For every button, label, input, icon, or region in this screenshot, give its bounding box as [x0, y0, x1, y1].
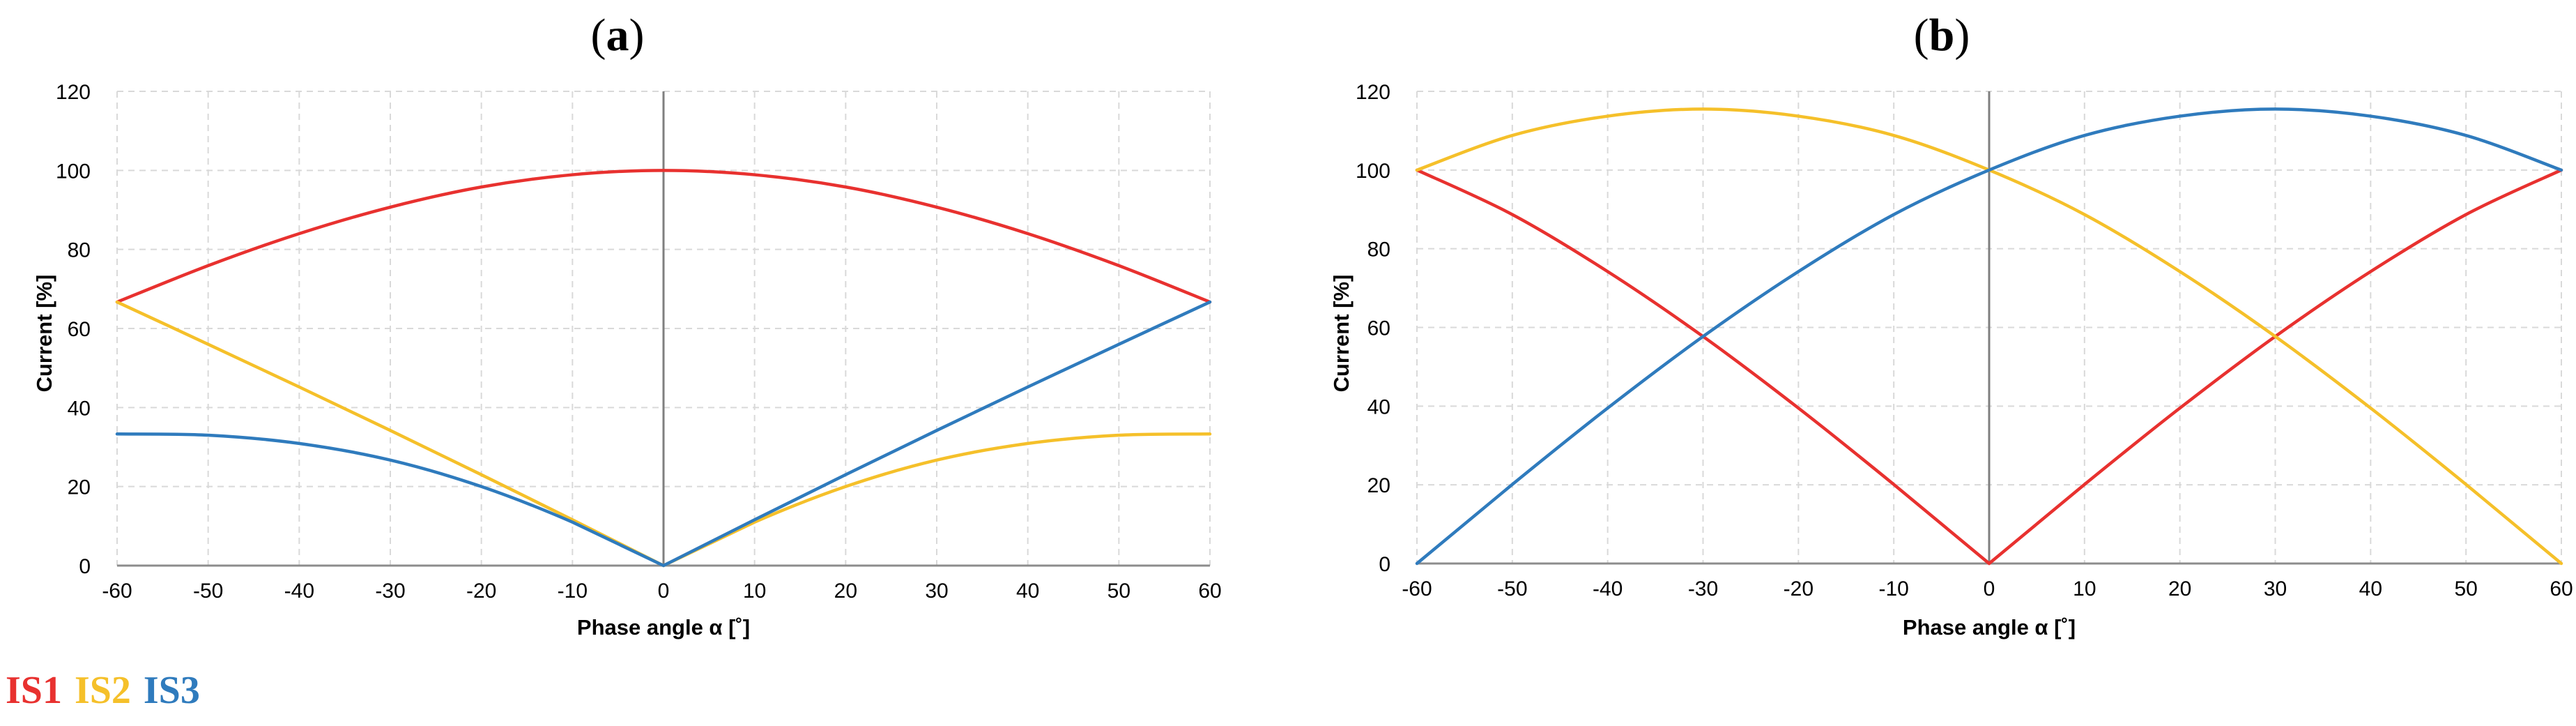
panel-b-x-tick-label: 40 — [2359, 577, 2382, 600]
panel-b-x-tick-label: 0 — [1984, 577, 1995, 600]
panel-a-x-tick-label: -40 — [284, 580, 314, 603]
panel-a-title: (a) — [591, 10, 645, 61]
panel-a-y-tick-label: 40 — [68, 397, 91, 420]
panel-a-series-is1 — [115, 169, 1212, 304]
panel-b-y-tick-label: 20 — [1367, 474, 1390, 497]
legend: IS1 IS2 IS3 — [6, 668, 213, 713]
legend-item-is3: IS3 — [143, 669, 200, 712]
panel-b-x-tick-label: -30 — [1688, 577, 1718, 600]
panel-a-series-is2 — [115, 300, 1212, 568]
panel-b-y-tick-label: 80 — [1367, 239, 1390, 262]
panel-b-y-tick-label: 0 — [1379, 553, 1390, 576]
panel-b-x-tick-label: -60 — [1402, 577, 1432, 600]
panel-b-x-tick-label: -50 — [1497, 577, 1527, 600]
panel-b-y-axis-title: Current [%] — [1329, 275, 1354, 393]
panel-b-series-is3 — [1415, 107, 2563, 566]
panel-a-x-axis-title: Phase angle α [˚] — [577, 615, 750, 640]
panel-b-x-tick-label: -10 — [1878, 577, 1908, 600]
panel-a-x-tick-label: 0 — [658, 580, 670, 603]
panel-b-ticks: 0 20 40 60 80 100 120 -60 -50 -40 -30 -20 -10 0 10 20 30… — [1356, 81, 2573, 600]
panel-b-x-tick-label: -40 — [1593, 577, 1623, 600]
panel-a: (a) 0 20 40 60 80 100 120 -60 -50 -40 -30 -20 -10 0 10… — [32, 10, 1222, 640]
panel-b-x-tick-label: 30 — [2264, 577, 2287, 600]
panel-a-y-tick-label: 60 — [68, 318, 91, 341]
panel-a-y-axis-title: Current [%] — [32, 275, 56, 393]
panel-a-series — [115, 169, 1212, 568]
panel-b: (b) 0 20 40 60 80 100 120 -60 -50 -40 -30 -20 -10 0 10… — [1329, 10, 2573, 640]
panel-a-x-tick-label: 40 — [1016, 580, 1039, 603]
panel-a-series-is3 — [115, 300, 1212, 568]
panel-b-x-tick-label: 60 — [2550, 577, 2573, 600]
panel-b-series-is2 — [1415, 107, 2563, 566]
panel-a-x-tick-label: -50 — [193, 580, 223, 603]
panel-a-x-tick-label: 20 — [834, 580, 857, 603]
panel-a-x-tick-label: 60 — [1198, 580, 1221, 603]
panel-a-ticks: 0 20 40 60 80 100 120 -60 -50 -40 -30 -20 -10 0 10 20 30… — [56, 81, 1222, 603]
panel-b-series — [1415, 107, 2563, 566]
panel-a-y-tick-label: 80 — [68, 239, 91, 262]
panel-a-y-tick-label: 100 — [56, 160, 91, 183]
panel-a-x-tick-label: -10 — [558, 580, 588, 603]
panel-b-series-is1 — [1415, 168, 2563, 566]
panel-a-x-tick-label: -60 — [102, 580, 132, 603]
panel-a-x-tick-label: 50 — [1107, 580, 1130, 603]
panel-b-x-tick-label: 50 — [2454, 577, 2477, 600]
panel-b-x-tick-label: 20 — [2168, 577, 2191, 600]
panel-b-x-tick-label: -20 — [1784, 577, 1814, 600]
panel-b-x-axis-title: Phase angle α [˚] — [1903, 615, 2076, 640]
panel-b-label: b — [1929, 10, 1955, 61]
panel-a-x-tick-label: 10 — [743, 580, 766, 603]
panel-b-y-tick-label: 40 — [1367, 395, 1390, 418]
panel-a-y-tick-label: 0 — [79, 555, 91, 578]
panel-b-y-tick-label: 60 — [1367, 317, 1390, 340]
panel-a-x-tick-label: -20 — [466, 580, 496, 603]
panel-b-x-tick-label: 10 — [2073, 577, 2096, 600]
panel-a-y-tick-label: 120 — [56, 81, 91, 104]
legend-item-is2: IS2 — [74, 669, 131, 712]
panel-a-label: a — [606, 10, 629, 61]
panel-b-y-tick-label: 100 — [1356, 160, 1390, 183]
panel-b-title: (b) — [1914, 10, 1970, 61]
panel-b-y-tick-label: 120 — [1356, 81, 1390, 104]
panel-a-x-tick-label: -30 — [375, 580, 405, 603]
panel-a-y-tick-label: 20 — [68, 476, 91, 499]
legend-item-is1: IS1 — [6, 669, 62, 712]
panel-a-x-tick-label: 30 — [925, 580, 948, 603]
